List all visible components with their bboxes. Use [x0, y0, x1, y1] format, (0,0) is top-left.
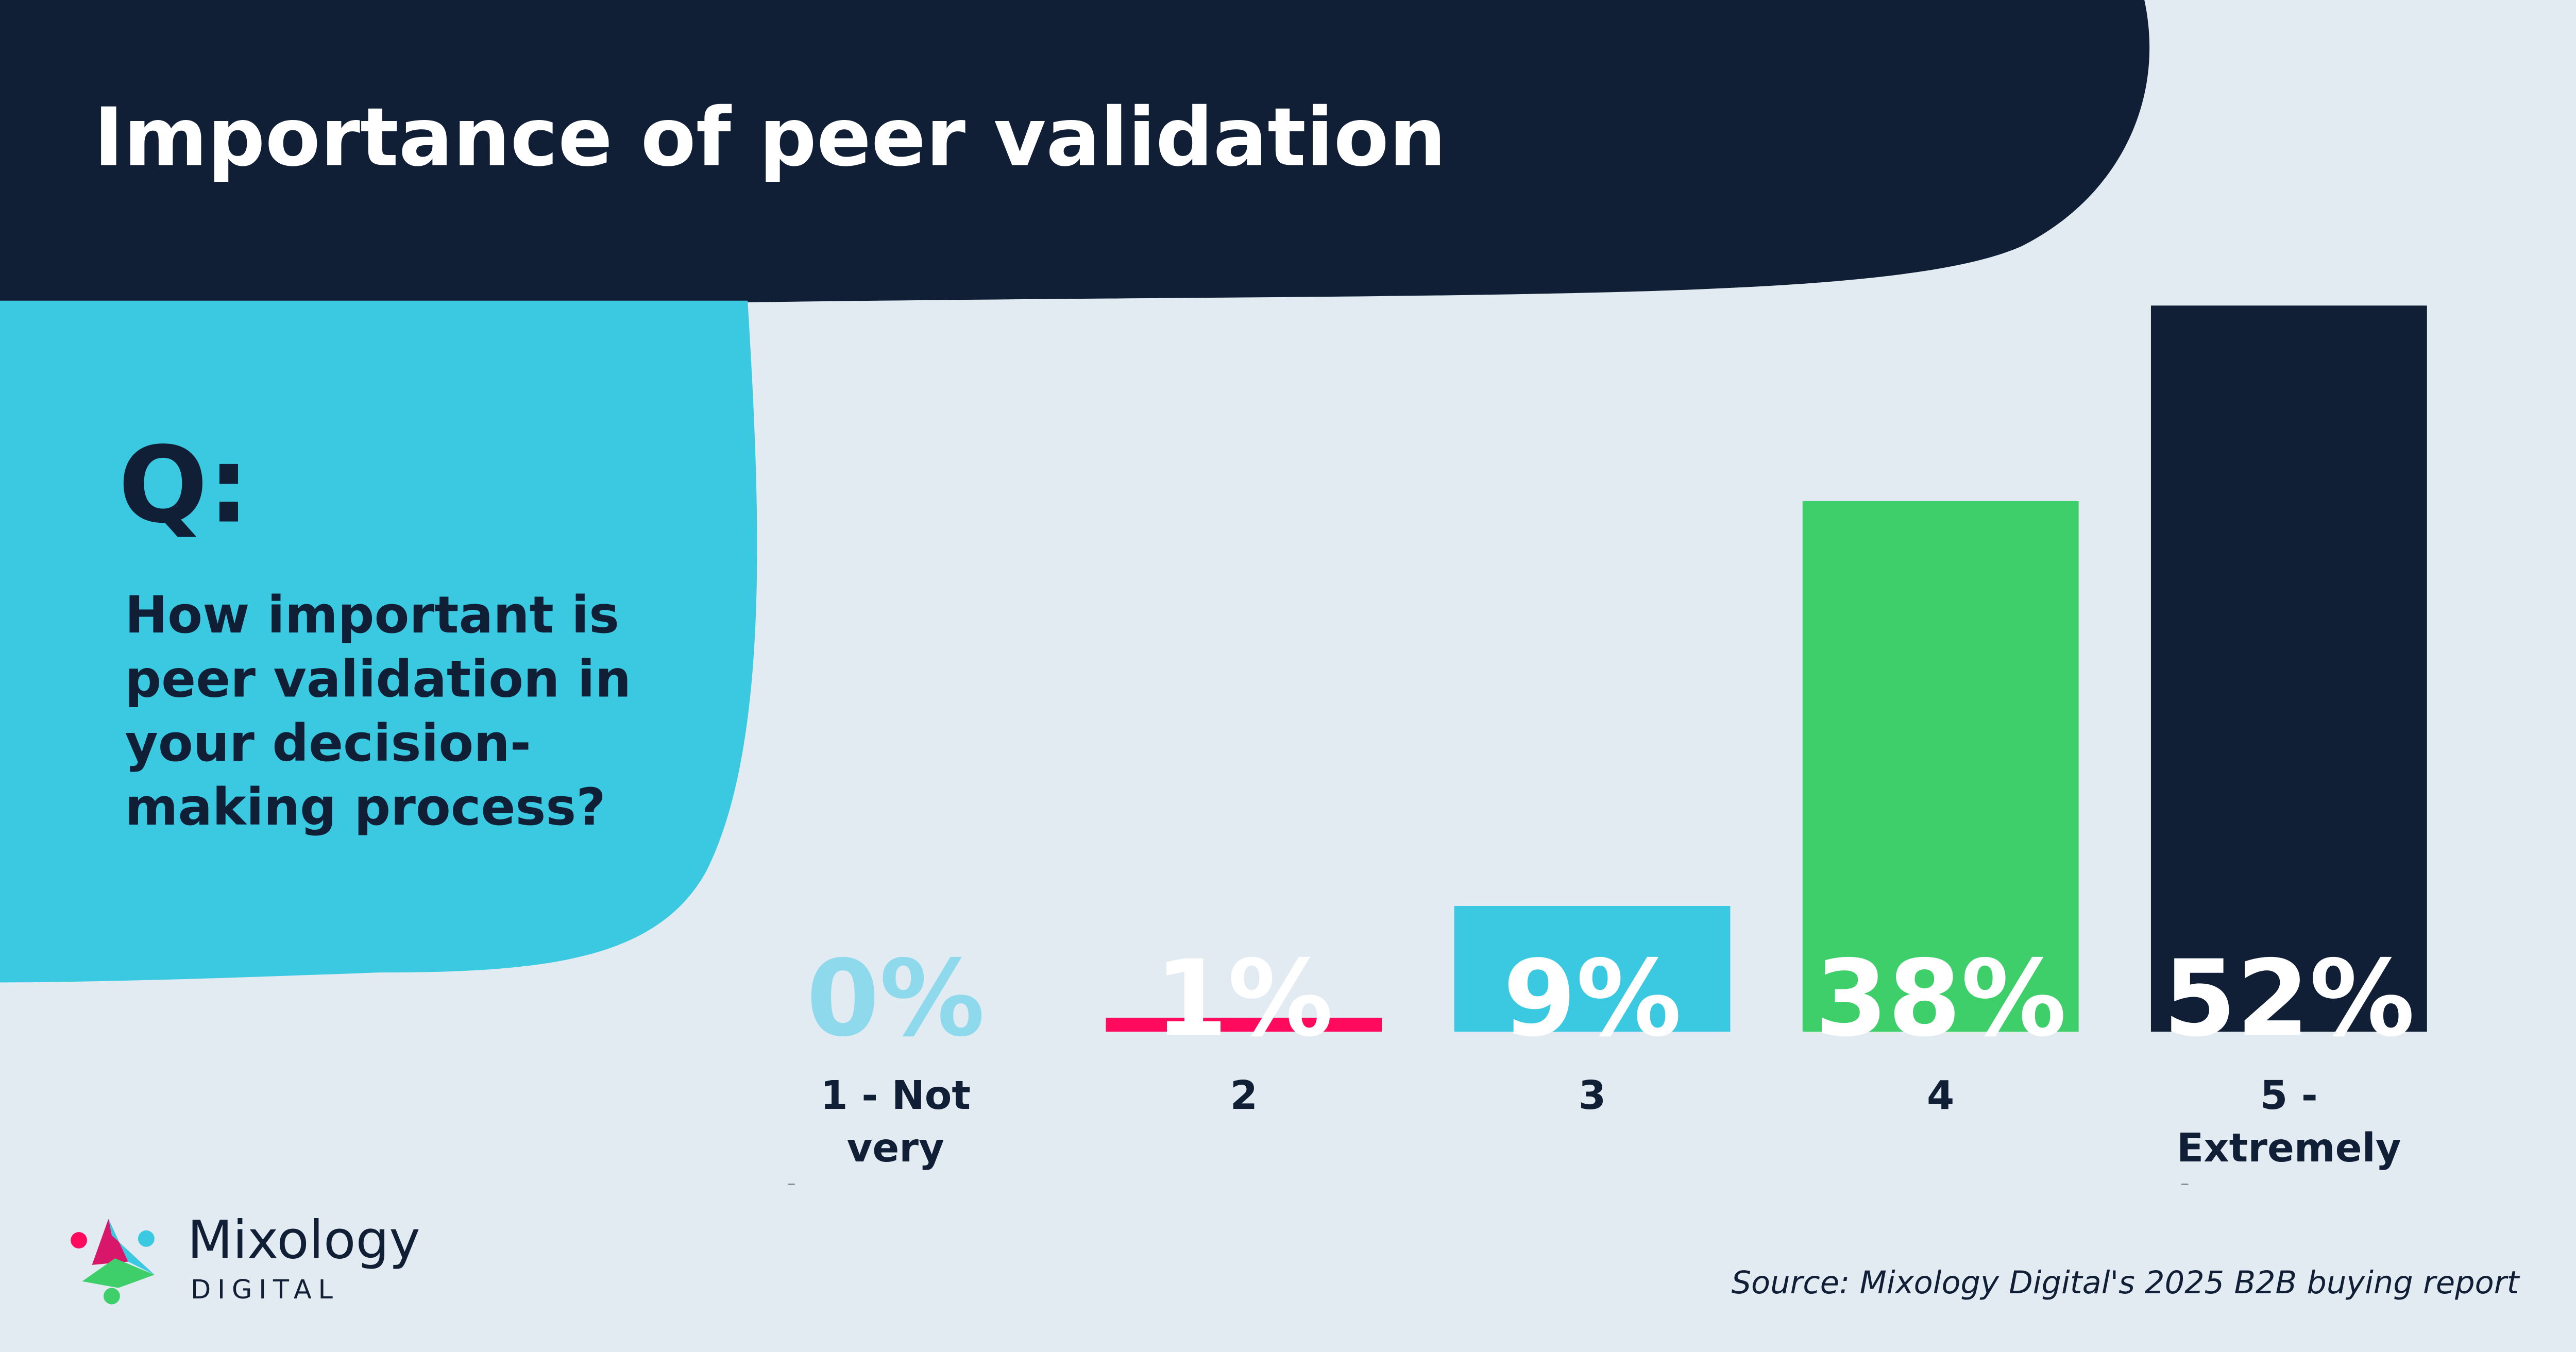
x-tick-label: 1 - Not very important — [785, 1072, 1006, 1185]
value-label: 0% — [806, 938, 985, 1060]
logo-shape — [82, 1258, 155, 1288]
source: Source: Mixology Digital's 2025 B2B buyi… — [1732, 1265, 2520, 1301]
category-box: 3 — [1578, 1072, 1606, 1119]
value-label: 9% — [1503, 938, 1682, 1060]
header-shape — [0, 0, 2150, 302]
value-label: 38% — [1815, 938, 2066, 1060]
x-tick-label: 4 — [1927, 1072, 1955, 1119]
x-tick-label: 2 — [1230, 1072, 1258, 1119]
brand-sub: DIGITAL — [191, 1275, 340, 1305]
logo-dot — [138, 1230, 155, 1247]
question: How important is peer validation in your… — [125, 586, 632, 838]
brand-name: Mixology — [188, 1209, 420, 1271]
category-box: 5 - Extremely important — [2176, 1072, 2401, 1185]
value-label: 52% — [2163, 938, 2415, 1060]
logo-icon — [71, 1219, 155, 1305]
chart-title: Importance of peer validation — [94, 91, 1446, 184]
x-tick-label: 5 - Extremely important — [2176, 1072, 2401, 1185]
logo-dot — [103, 1288, 120, 1305]
question-box: How important is peer validation in your… — [125, 586, 632, 838]
logo-dot — [71, 1232, 88, 1249]
bar — [1802, 501, 2079, 1032]
question-shape — [0, 300, 757, 983]
category-box: 4 — [1927, 1072, 1955, 1119]
bar — [1106, 1017, 1382, 1032]
bar — [2150, 305, 2427, 1032]
category-box: 1 - Not very important — [785, 1072, 1006, 1185]
bars: 0% 1 - Not very important 1% 2 9% 3 38% 4 52% 5 -… — [785, 305, 2427, 1185]
bar — [1454, 906, 1731, 1032]
question-label: Q: — [118, 425, 250, 547]
logo-shape — [92, 1219, 128, 1265]
value-label: 1% — [1155, 938, 1333, 1060]
category-box: 2 — [1230, 1072, 1258, 1119]
x-tick-label: 3 — [1578, 1072, 1606, 1119]
